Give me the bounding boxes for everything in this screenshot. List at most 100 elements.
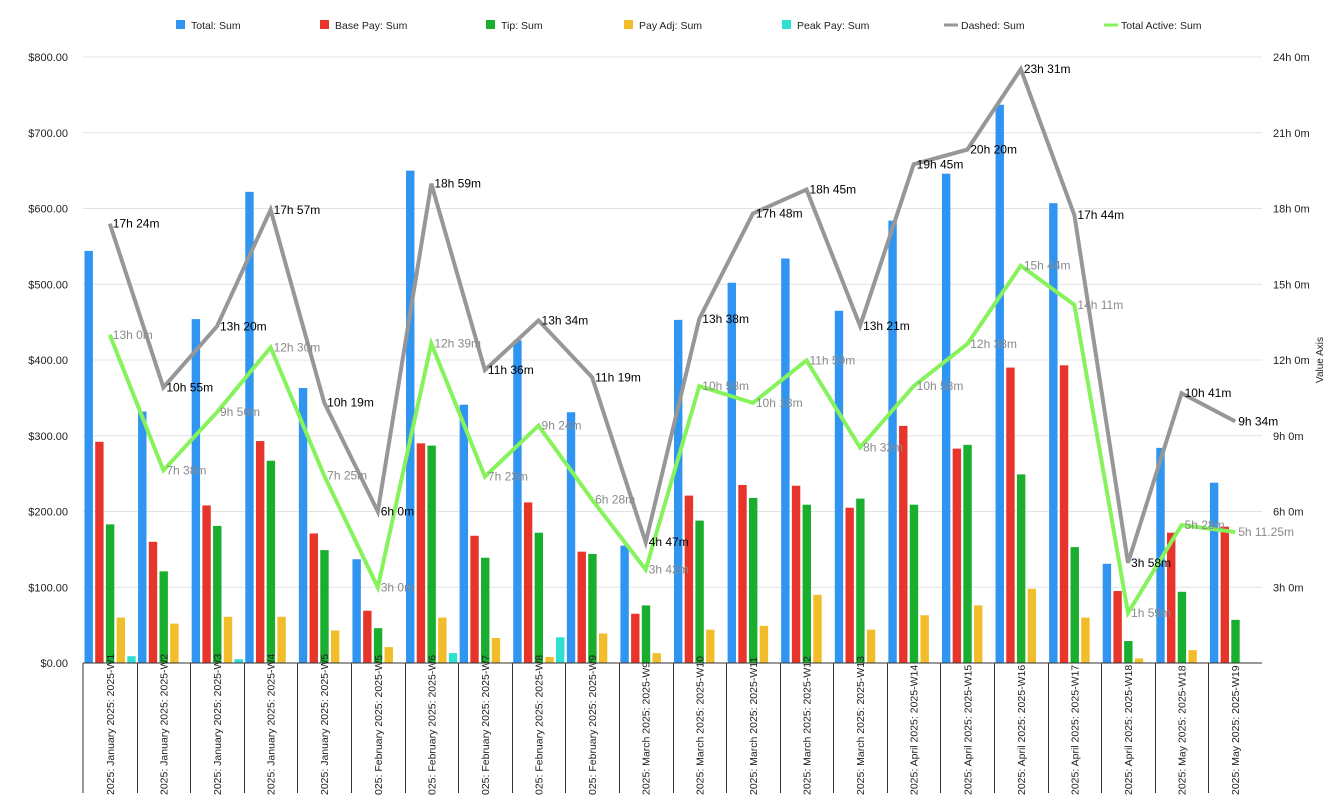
x-tick-label: 2025: January 2025: 2025-W1: [105, 654, 117, 795]
bar: [1006, 367, 1015, 663]
bar: [995, 104, 1004, 663]
bar: [738, 484, 747, 663]
bar: [802, 504, 811, 663]
bar: [534, 532, 544, 663]
line-data-label: 12h 38m: [970, 337, 1017, 351]
bar: [127, 656, 136, 663]
line-data-label: 12h 30m: [274, 340, 321, 354]
data-labels: 17h 24m 10h 55m 13h 20m 17h 57m 10h 19m 6h 0m…: [113, 62, 1294, 620]
line-data-label: 12h 39m: [434, 337, 481, 351]
bar: [1188, 650, 1197, 663]
bar: [1209, 482, 1219, 663]
line-data-label: 13h 0m: [113, 328, 153, 342]
x-tick-label: 2025: April 2025: 2025-W15: [962, 665, 974, 795]
line-data-label: 7h 25m: [327, 469, 367, 483]
bar: [234, 659, 243, 663]
y-tick-label-left: $400.00: [28, 355, 68, 367]
bar: [856, 498, 865, 663]
line-data-label: 10h 58m: [702, 379, 749, 393]
bar: [84, 250, 93, 664]
line-data-label: 13h 20m: [220, 319, 267, 333]
line-data-label: 10h 55m: [166, 380, 213, 394]
bars: [84, 104, 1240, 664]
line-data-label: 17h 24m: [113, 217, 160, 231]
bar: [781, 258, 790, 663]
bar: [952, 448, 962, 663]
bar: [641, 605, 651, 663]
line-data-label: 10h 41m: [1185, 386, 1232, 400]
bar: [1070, 547, 1079, 663]
bar: [845, 507, 854, 663]
line-data-label: 15h 44m: [1024, 259, 1071, 273]
line-data-label: 13h 34m: [542, 313, 589, 327]
legend-swatch: [176, 20, 185, 29]
bar: [1220, 526, 1230, 663]
y-tick-label-right: 24h 0m: [1273, 52, 1310, 64]
y-tick-label-right: 15h 0m: [1273, 279, 1310, 291]
x-tick-label: 2025: April 2025: 2025-W14: [909, 665, 921, 795]
line-data-label: 13h 38m: [702, 312, 749, 326]
bar: [363, 610, 372, 663]
bar: [598, 633, 608, 663]
line-data-label: 6h 28m: [595, 493, 635, 507]
line-data-label: 9h 56m: [220, 405, 260, 419]
bar: [974, 605, 983, 663]
bar: [588, 553, 597, 663]
legend-label: Peak Pay: Sum: [797, 20, 870, 32]
line-data-label: 4h 47m: [649, 535, 689, 549]
bar: [470, 535, 479, 663]
x-tick-label: 2025: March 2025: 2025-W11: [748, 657, 760, 795]
x-tick-label: 2025: January 2025: 2025-W2: [158, 654, 170, 795]
bar: [727, 282, 736, 663]
line-data-label: 5h 28m: [1185, 518, 1225, 532]
bar: [545, 656, 554, 663]
bar: [1167, 532, 1176, 663]
line-data-label: 11h 36m: [488, 363, 534, 377]
bar: [320, 550, 329, 663]
line-data-label: 11h 19m: [595, 370, 641, 384]
y-tick-label-left: $100.00: [28, 582, 68, 594]
bar: [1124, 641, 1133, 663]
bar: [1027, 588, 1037, 663]
bar: [888, 220, 897, 663]
bar: [1231, 619, 1240, 663]
x-tick-label: 025: February 2025: 2025-W6: [426, 655, 438, 795]
bar: [674, 319, 683, 663]
legend-swatch: [624, 20, 633, 29]
y-tick-label-right: 21h 0m: [1273, 128, 1310, 140]
bar: [652, 653, 661, 663]
x-tick-label: 2025: January 2025: 2025-W4: [266, 654, 278, 795]
x-tick-label: 2025: March 2025: 2025-W10: [694, 656, 706, 795]
legend: Total: Sum Base Pay: Sum Tip: Sum Pay Adj: …: [176, 20, 1202, 32]
y-tick-label-right: 12h 0m: [1273, 355, 1310, 367]
bar: [481, 557, 490, 663]
bar: [1049, 203, 1058, 663]
bar: [159, 571, 168, 663]
bar: [223, 616, 233, 663]
legend-label: Dashed: Sum: [961, 20, 1025, 32]
bar: [448, 653, 458, 663]
bar: [213, 525, 222, 663]
x-tick-label: 2025: January 2025: 2025-W5: [319, 654, 331, 795]
line-data-label: 1h 59m: [1131, 606, 1171, 620]
bar: [963, 444, 972, 663]
bar: [577, 551, 586, 663]
x-tick-label: 025: February 2025: 2025-W7: [480, 655, 492, 795]
bar: [566, 412, 576, 663]
y-tick-label-right: 18h 0m: [1273, 204, 1310, 216]
bar: [491, 638, 501, 663]
line-data-label: 20h 20m: [970, 143, 1017, 157]
series-line: [107, 262, 1236, 619]
y-tick-label-left: $600.00: [28, 204, 68, 216]
line-data-label: 10h 19m: [327, 396, 374, 410]
bar: [116, 617, 125, 663]
bar: [899, 425, 908, 663]
line-data-label: 19h 45m: [917, 157, 964, 171]
line-data-label: 17h 44m: [1077, 208, 1124, 222]
bar: [791, 485, 801, 663]
bar: [866, 629, 876, 663]
legend-swatch: [782, 20, 791, 29]
bar: [138, 411, 147, 663]
